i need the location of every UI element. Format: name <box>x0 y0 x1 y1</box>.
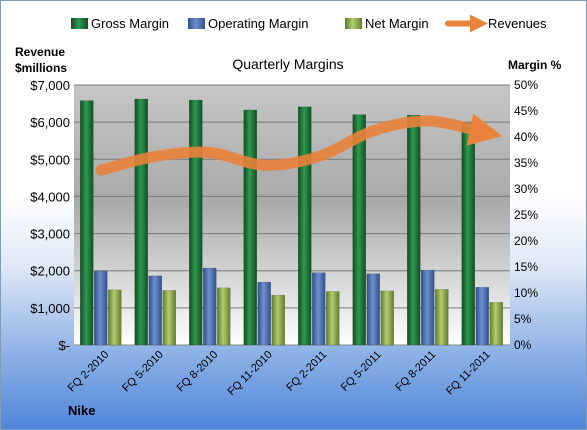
revenue-line <box>95 113 503 176</box>
legend-swatch-net <box>345 18 362 29</box>
legend-label-net: Net Margin <box>365 16 429 31</box>
left-axis-title-line1: Revenue <box>15 45 65 59</box>
operating-margin-bar <box>203 267 217 346</box>
operating-margin-bar <box>312 272 326 346</box>
gross-margin-bar <box>189 99 203 346</box>
left-axis-tick-label: $6,000 <box>30 115 70 130</box>
category-label: FQ 5-2011 <box>339 349 384 394</box>
chart-title: Quarterly Margins <box>232 56 343 72</box>
right-axis-tick-label: 35% <box>514 156 538 170</box>
legend-swatch-gross <box>71 18 88 29</box>
gross-margin-bar <box>80 100 94 346</box>
left-axis-title-line2: $millions <box>15 61 67 75</box>
right-axis-title: Margin % <box>508 58 562 72</box>
category-label: FQ 5-2010 <box>120 349 166 395</box>
right-axis-tick-label: 10% <box>514 286 538 300</box>
net-margin-bar <box>326 291 340 346</box>
net-margin-bar <box>108 289 122 346</box>
right-axis-tick-label: 40% <box>514 130 538 144</box>
left-axis-tick-label: $5,000 <box>30 152 70 167</box>
operating-margin-bar <box>257 281 271 346</box>
operating-margin-bar <box>421 269 435 346</box>
category-label: FQ 2-2011 <box>284 349 329 394</box>
category-label: FQ 11-2011 <box>444 349 493 398</box>
category-label: FQ 11-2010 <box>225 349 274 398</box>
gross-margin-bar <box>243 109 257 346</box>
legend-label-gross: Gross Margin <box>91 16 169 31</box>
right-axis-tick-label: 15% <box>514 260 538 274</box>
legend-label-revenues: Revenues <box>488 16 547 31</box>
left-axis-tick-label: $1,000 <box>30 301 70 316</box>
net-margin-bar <box>489 302 503 346</box>
left-axis-tick-label: $4,000 <box>30 189 70 204</box>
net-margin-bar <box>380 290 394 346</box>
left-axis-ticks: $- $1,000 $2,000 $3,000 $4,000 $5,000 $6,000 $7… <box>30 78 70 353</box>
category-labels: FQ 2-2010 FQ 5-2010 FQ 8-2010 FQ 11-2010 FQ … <box>66 349 493 398</box>
net-margin-bar <box>217 287 231 346</box>
left-axis-tick-label: $7,000 <box>30 78 70 93</box>
operating-margin-bar <box>94 270 108 346</box>
gross-margin-bar <box>407 114 421 346</box>
operating-margin-bar <box>475 287 489 346</box>
right-axis-tick-label: 20% <box>514 234 538 248</box>
gross-margin-bar <box>298 106 312 346</box>
right-axis-tick-label: 0% <box>514 338 532 352</box>
legend-swatch-operating <box>188 18 205 29</box>
revenue-line-layer <box>95 113 503 176</box>
right-axis-tick-label: 30% <box>514 182 538 196</box>
gross-margin-bar <box>461 122 475 346</box>
net-margin-bar <box>271 294 285 346</box>
gross-margin-bar <box>352 114 366 346</box>
legend: Gross Margin Operating Margin Net Margin… <box>71 14 547 33</box>
legend-label-operating: Operating Margin <box>208 16 308 31</box>
left-axis-tick-label: $- <box>58 338 70 353</box>
gross-margin-bar <box>134 98 148 346</box>
right-axis-ticks: 0% 5% 10% 15% 20% 25% 30% 35% 40% 45% 50% <box>514 78 538 352</box>
category-label: FQ 2-2010 <box>66 349 112 395</box>
right-axis-tick-label: 25% <box>514 208 538 222</box>
category-label: FQ 8-2011 <box>393 349 438 394</box>
right-axis-tick-label: 45% <box>514 104 538 118</box>
net-margin-bar <box>162 290 176 346</box>
operating-margin-bar <box>148 275 162 346</box>
category-label: FQ 8-2010 <box>175 349 221 395</box>
left-axis-tick-label: $2,000 <box>30 264 70 279</box>
left-axis-tick-label: $3,000 <box>30 227 70 242</box>
right-axis-tick-label: 5% <box>514 312 532 326</box>
right-axis-tick-label: 50% <box>514 78 538 92</box>
net-margin-bar <box>435 289 449 346</box>
operating-margin-bar <box>366 273 380 346</box>
footer-label: Nike <box>68 403 95 418</box>
